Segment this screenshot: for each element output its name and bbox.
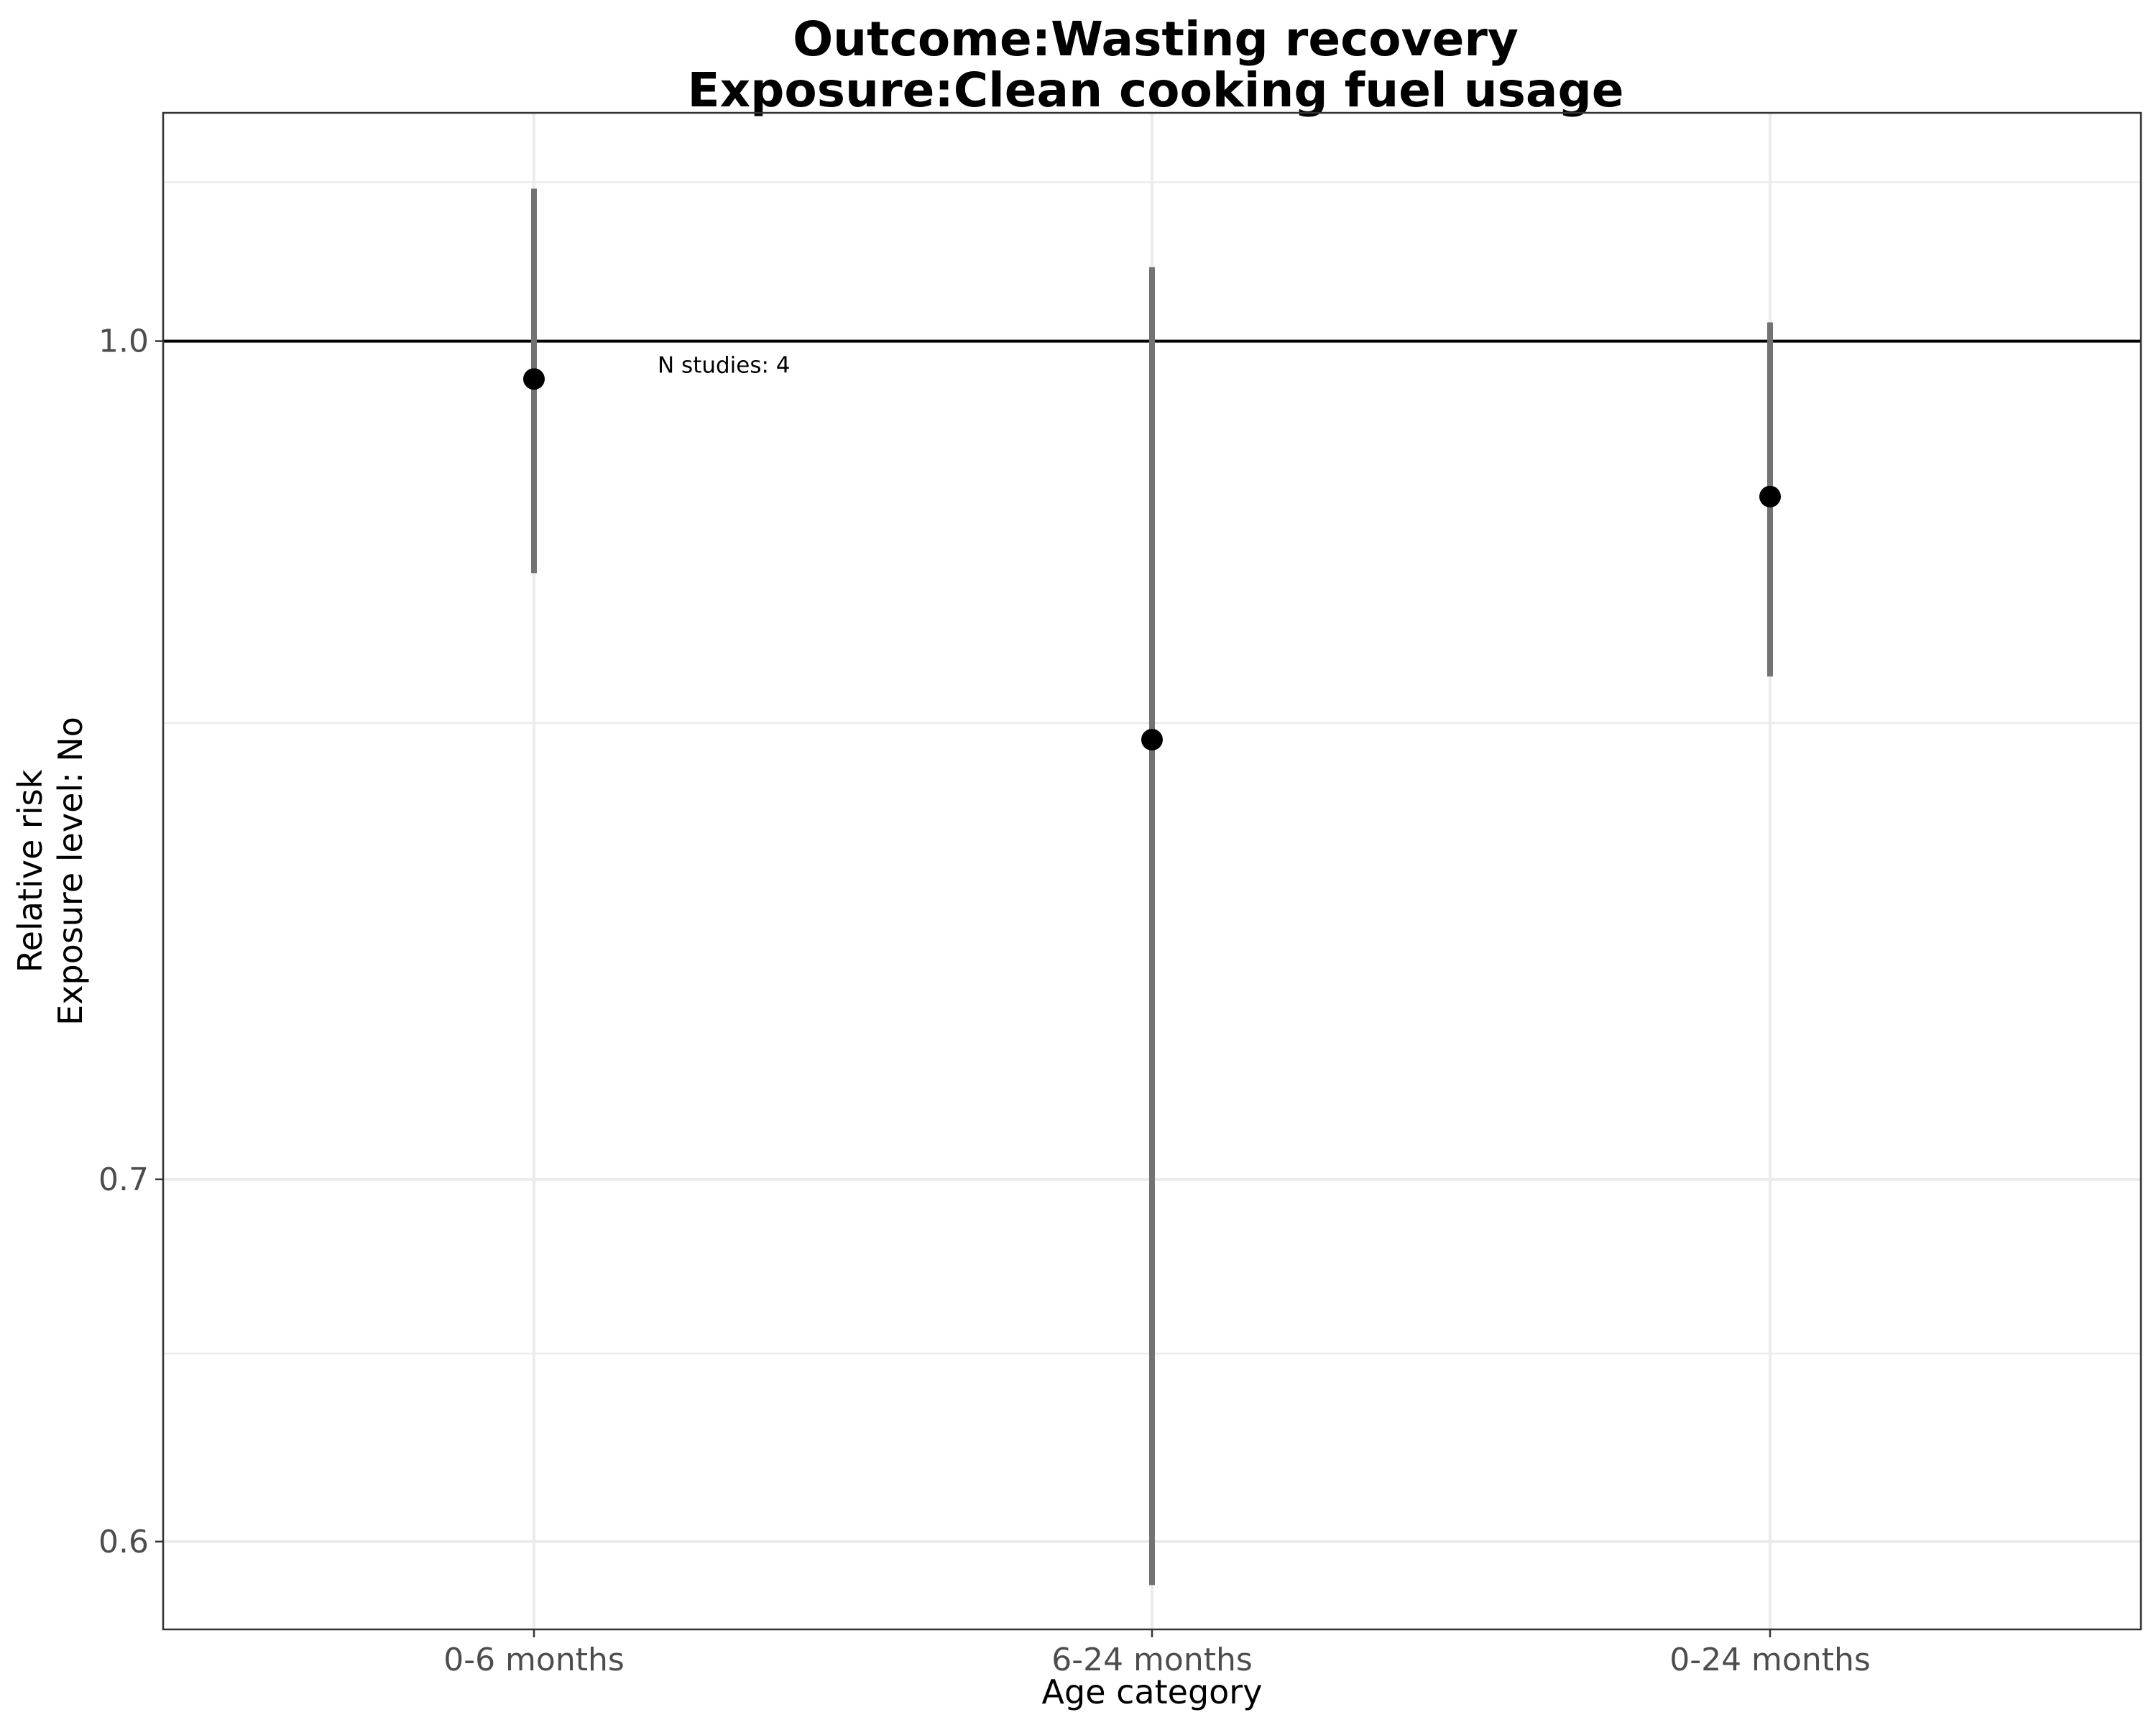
x-tick-label: 0-6 months <box>443 1642 625 1678</box>
y-axis-title-line-1: Relative risk <box>11 769 50 972</box>
n-studies-annotation: N studies: 4 <box>658 352 791 378</box>
y-tick-label: 0.6 <box>98 1524 149 1560</box>
y-axis-title: Relative risk Exposure level: No <box>11 717 90 1026</box>
chart-title-line-1: Outcome:Wasting recovery <box>793 12 1519 67</box>
y-axis-title-line-2: Exposure level: No <box>51 717 90 1026</box>
x-tick-label: 0-24 months <box>1669 1642 1871 1678</box>
point-estimate <box>523 368 545 390</box>
x-tick-label: 6-24 months <box>1051 1642 1253 1678</box>
point-estimate <box>1141 729 1163 751</box>
chart-title-line-2: Exposure:Clean cooking fuel usage <box>688 63 1624 118</box>
y-tick-label: 0.7 <box>98 1162 149 1198</box>
data-marks <box>523 188 1781 1586</box>
x-axis-title: Age category <box>1042 1673 1263 1711</box>
y-axis-ticks: 0.6 0.7 1.0 <box>98 323 163 1560</box>
x-axis-ticks: 0-6 months 6-24 months 0-24 months <box>443 1629 1871 1678</box>
annotations: N studies: 4 <box>658 352 791 378</box>
point-estimate <box>1759 485 1781 507</box>
y-tick-label: 1.0 <box>98 323 149 360</box>
